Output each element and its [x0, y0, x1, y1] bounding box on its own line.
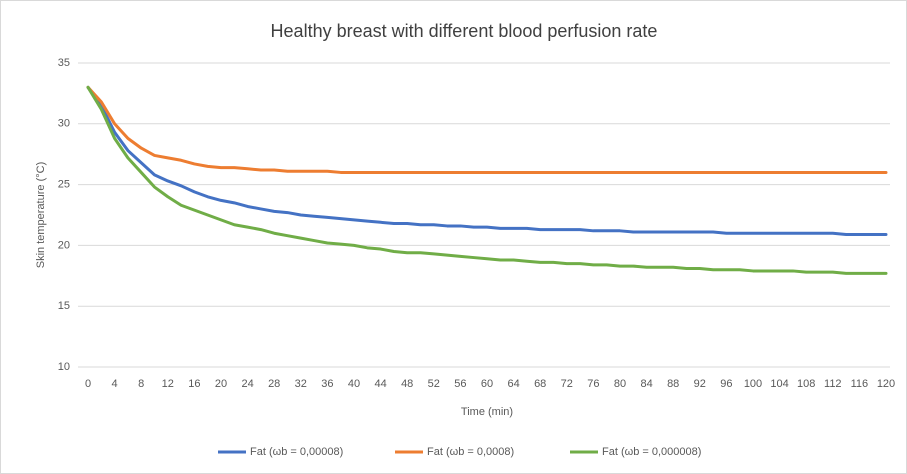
x-tick-label: 80 [614, 378, 626, 390]
x-tick-label: 120 [877, 378, 895, 390]
x-tick-label: 104 [770, 378, 788, 390]
x-tick-label: 16 [188, 378, 200, 390]
x-tick-label: 112 [824, 378, 842, 390]
x-tick-label: 28 [268, 378, 280, 390]
x-tick-label: 8 [138, 378, 144, 390]
y-tick-label: 30 [58, 118, 70, 130]
y-tick-label: 10 [58, 361, 70, 373]
x-tick-label: 12 [162, 378, 174, 390]
y-tick-label: 25 [58, 179, 70, 191]
legend-label: Fat (ωb = 0,000008) [602, 446, 701, 458]
y-tick-label: 35 [58, 57, 70, 69]
x-tick-label: 20 [215, 378, 227, 390]
x-tick-label: 64 [507, 378, 519, 390]
x-tick-label: 72 [561, 378, 573, 390]
x-tick-label: 36 [321, 378, 333, 390]
x-tick-label: 88 [667, 378, 679, 390]
x-tick-label: 52 [428, 378, 440, 390]
x-tick-label: 96 [720, 378, 732, 390]
x-tick-label: 0 [85, 378, 91, 390]
x-tick-label: 4 [112, 378, 118, 390]
y-tick-label: 20 [58, 239, 70, 251]
x-tick-label: 40 [348, 378, 360, 390]
x-tick-label: 76 [587, 378, 599, 390]
data-line [86, 85, 888, 275]
x-tick-label: 44 [374, 378, 386, 390]
x-tick-label: 92 [694, 378, 706, 390]
x-tick-label: 32 [295, 378, 307, 390]
y-axis-label: Skin temperature (°C) [35, 162, 47, 269]
x-axis-label: Time (min) [461, 406, 513, 418]
x-tick-label: 48 [401, 378, 413, 390]
data-line [86, 85, 888, 174]
x-tick-label: 60 [481, 378, 493, 390]
legend-label: Fat (ωb = 0,00008) [250, 446, 343, 458]
x-tick-label: 24 [241, 378, 253, 390]
x-tick-label: 100 [744, 378, 762, 390]
data-line [86, 85, 888, 236]
y-tick-label: 15 [58, 300, 70, 312]
x-tick-label: 68 [534, 378, 546, 390]
x-tick-label: 116 [851, 378, 869, 390]
x-tick-label: 84 [640, 378, 652, 390]
x-tick-label: 108 [797, 378, 815, 390]
x-tick-label: 56 [454, 378, 466, 390]
legend-label: Fat (ωb = 0,0008) [427, 446, 514, 458]
chart-title: Healthy breast with different blood perf… [271, 21, 658, 41]
